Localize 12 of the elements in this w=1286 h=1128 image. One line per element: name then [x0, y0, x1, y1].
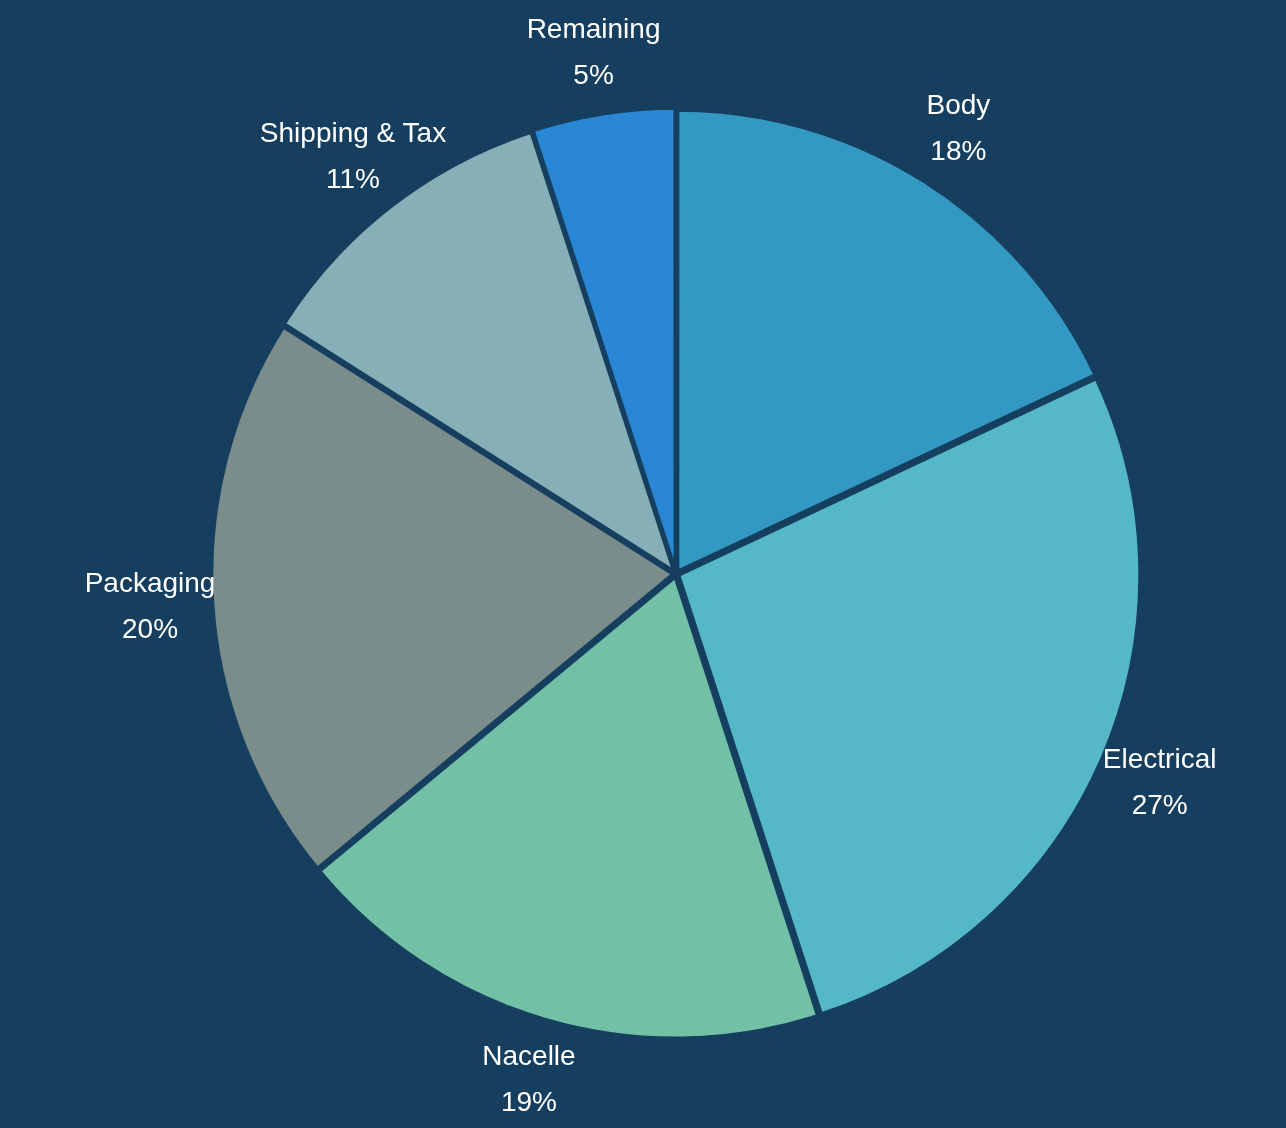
- data-label: 11%: [326, 163, 380, 195]
- slice-label: Shipping & Tax: [259, 117, 447, 149]
- data-label: 19%: [500, 1085, 557, 1117]
- data-label: 18%: [930, 134, 987, 166]
- slice-label: Nacelle: [482, 1039, 576, 1071]
- slice-label: Remaining: [526, 13, 661, 45]
- data-label: 20%: [122, 612, 179, 644]
- data-label: 5%: [573, 59, 614, 91]
- slice-label: Packaging: [84, 566, 216, 598]
- data-label: 27%: [1131, 789, 1188, 821]
- slice-label: Body: [926, 88, 991, 120]
- slice-label: Electrical: [1102, 743, 1217, 775]
